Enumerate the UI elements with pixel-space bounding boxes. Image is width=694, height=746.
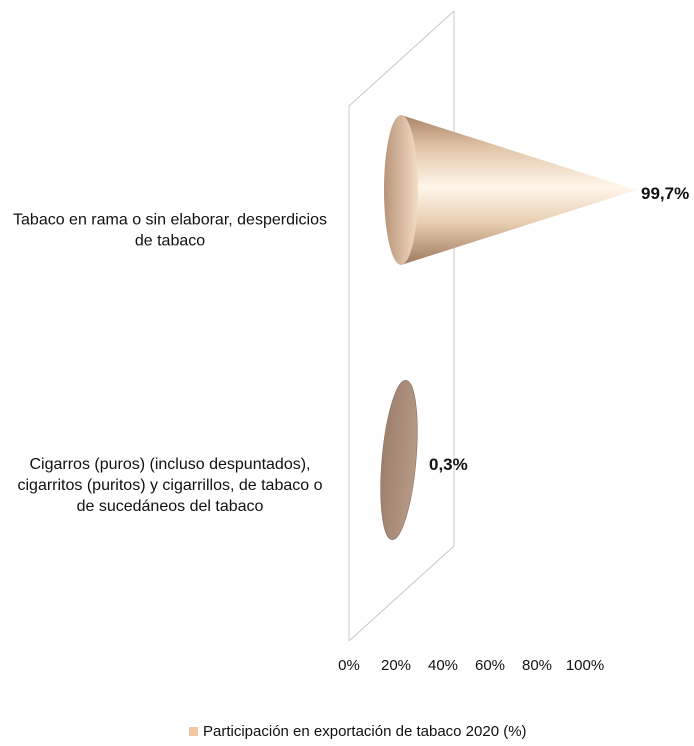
cone-base: [384, 115, 418, 265]
axis-floor-edge: [348, 545, 455, 642]
category-label: Cigarros (puros) (incluso despuntados),: [29, 456, 310, 473]
x-tick-label: 0%: [338, 657, 360, 674]
category-label: de tabaco: [135, 233, 205, 250]
x-tick-label: 80%: [522, 657, 552, 674]
data-labels: 99,7% 0,3%: [429, 184, 689, 474]
category-labels: Tabaco en rama o sin elaborar, desperdic…: [13, 212, 327, 516]
legend-label: Participación en exportación de tabaco 2…: [203, 723, 527, 740]
x-tick-label: 100%: [566, 657, 604, 674]
axis-wall-top-edge: [348, 10, 455, 107]
category-label: Tabaco en rama o sin elaborar, desperdic…: [13, 212, 327, 229]
plot-frame: [348, 10, 455, 642]
category-label: cigarritos (puritos) y cigarrillos, de t…: [17, 477, 322, 494]
cone-body: [401, 115, 637, 265]
x-tick-label: 20%: [381, 657, 411, 674]
cone-bar: [384, 115, 637, 265]
cone-bar: [380, 379, 418, 541]
x-tick-label: 60%: [475, 657, 505, 674]
series-marks: [380, 115, 637, 541]
data-label: 0,3%: [429, 455, 468, 474]
x-axis-ticks: 0% 20% 40% 60% 80% 100%: [338, 657, 604, 674]
x-tick-label: 40%: [428, 657, 458, 674]
data-label: 99,7%: [641, 184, 689, 203]
legend-swatch: [189, 727, 198, 736]
cone-base: [380, 379, 418, 541]
category-label: de sucedáneos del tabaco: [77, 498, 264, 515]
legend: Participación en exportación de tabaco 2…: [189, 723, 527, 740]
